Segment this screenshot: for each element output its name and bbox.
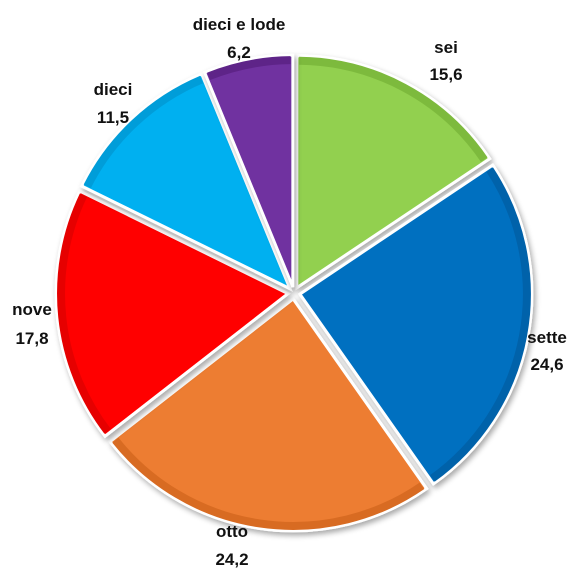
pie-slice-nove <box>54 189 291 439</box>
pie-slice-edge-sette <box>430 167 531 482</box>
slice-value-sei: 15,6 <box>429 65 462 84</box>
pie-slice-dieci-e-lode <box>202 53 295 288</box>
slice-label-sei: sei <box>434 38 458 57</box>
slice-value-otto: 24,2 <box>215 550 248 569</box>
pie-slice-edge-sei <box>299 56 488 162</box>
slice-value-sette: 24,6 <box>530 355 563 374</box>
pie-slices <box>54 53 534 533</box>
pie-slice-otto <box>108 296 429 533</box>
slice-label-dieci-e-lode: dieci e lode <box>193 15 286 34</box>
pie-labels: sei 15,6 sette 24,6 otto 24,2 nove 17,8 dieci 11,… <box>12 15 567 569</box>
slice-label-nove: nove <box>12 300 52 319</box>
slice-label-dieci: dieci <box>94 80 133 99</box>
slice-label-sette: sette <box>527 328 567 347</box>
pie-slice-sette <box>297 163 534 486</box>
pie-slice-edge-otto <box>112 437 425 530</box>
pie-slice-edge-dieci-e-lode <box>207 56 291 81</box>
slice-value-nove: 17,8 <box>15 329 48 348</box>
pie-slice-edge-dieci <box>83 75 204 189</box>
slice-value-dieci-e-lode: 6,2 <box>227 43 251 62</box>
slice-label-otto: otto <box>216 522 248 541</box>
pie-slice-edge-nove <box>57 193 111 434</box>
slice-value-dieci: 11,5 <box>97 108 129 127</box>
